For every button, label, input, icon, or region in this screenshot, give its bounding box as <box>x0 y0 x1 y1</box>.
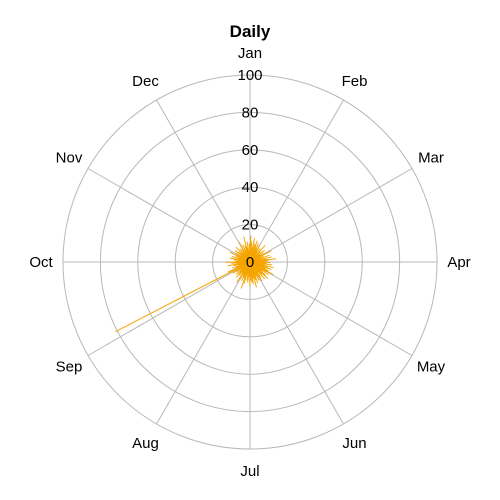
spoke-aug <box>156 261 251 425</box>
radial-tick-label-0: 0 <box>246 254 254 271</box>
spoke-may <box>249 261 413 356</box>
radial-tick-label-60: 60 <box>242 142 259 159</box>
grid-layer <box>62 74 438 450</box>
month-label-aug: Aug <box>132 435 159 452</box>
chart-title: Daily <box>230 22 271 41</box>
month-label-apr: Apr <box>447 254 470 271</box>
month-label-may: May <box>417 359 446 376</box>
spoke-sep <box>87 261 251 356</box>
labels-layer: Jan Feb Mar Apr May Jun Jul Aug Sep Oct Nov Dec 0 20 4… <box>29 45 470 480</box>
radial-tick-label-20: 20 <box>242 217 259 234</box>
month-label-nov: Nov <box>56 150 83 167</box>
month-label-jun: Jun <box>342 435 366 452</box>
month-label-oct: Oct <box>29 254 53 271</box>
month-label-jul: Jul <box>240 463 259 480</box>
daily-ray <box>115 261 251 333</box>
spoke-jun <box>249 261 344 425</box>
month-label-dec: Dec <box>132 73 159 90</box>
month-label-mar: Mar <box>418 150 444 167</box>
radial-tick-label-100: 100 <box>237 67 262 84</box>
daily-ray <box>248 243 251 263</box>
spoke-dec <box>156 99 251 263</box>
spoke-feb <box>249 99 344 263</box>
radial-tick-label-40: 40 <box>242 179 259 196</box>
spoke-nov <box>87 168 251 263</box>
month-label-sep: Sep <box>56 359 83 376</box>
month-label-feb: Feb <box>342 73 368 90</box>
spoke-mar <box>249 168 413 263</box>
data-rays <box>115 235 277 333</box>
month-label-jan: Jan <box>238 45 262 62</box>
radial-tick-label-80: 80 <box>242 104 259 121</box>
